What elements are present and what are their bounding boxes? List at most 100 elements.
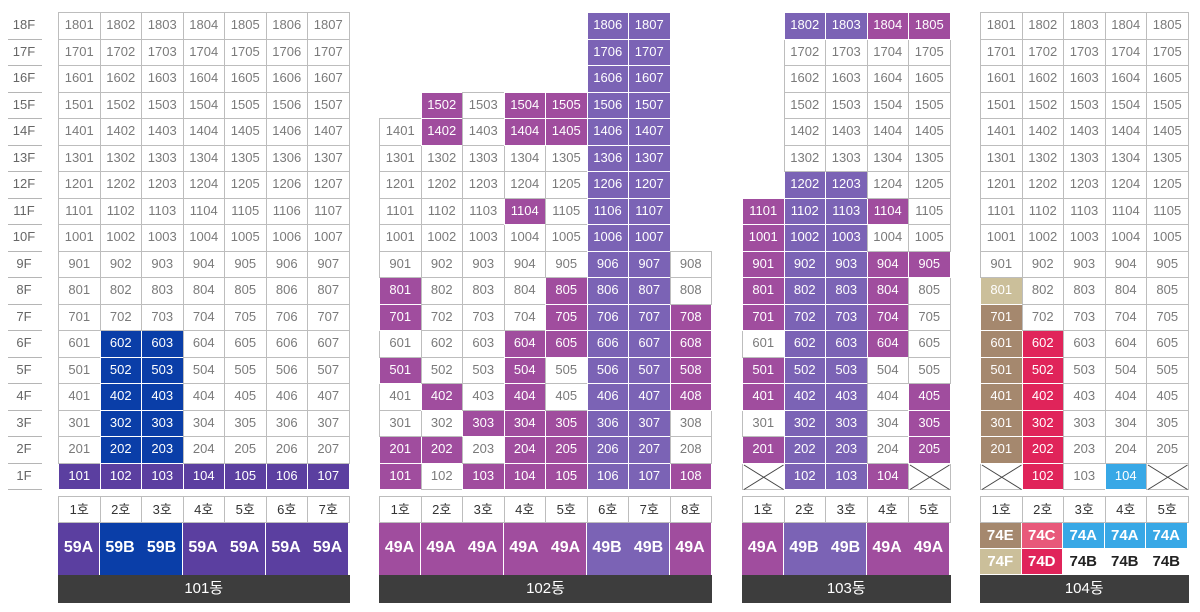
unit-cell: 803 <box>462 277 505 305</box>
line-number-label: 3호 <box>462 496 505 523</box>
unit-cell: 1105 <box>908 197 951 225</box>
unit-cell: 1003 <box>1063 224 1106 252</box>
unit-cell: 407 <box>307 383 350 411</box>
unit-cell: 802 <box>99 277 142 305</box>
unit-cell: 1703 <box>141 38 184 66</box>
unit-cell: 1503 <box>462 91 505 119</box>
floor-label-1f: 1F <box>16 467 32 483</box>
unit-cell: 1004 <box>866 224 909 252</box>
unit-cell: 101 <box>58 462 101 490</box>
unit-cell: 505 <box>1146 356 1189 384</box>
unit-cell: 1102 <box>1021 197 1064 225</box>
unit-cell: 1003 <box>141 224 184 252</box>
unit-cell: 1007 <box>307 224 350 252</box>
unit-cell: 101 <box>379 462 422 490</box>
unit-cell: 1705 <box>1146 38 1189 66</box>
unit-cell: 804 <box>182 277 225 305</box>
unit-cell: 805 <box>545 277 588 305</box>
unit-cell: 803 <box>825 277 868 305</box>
unit-cell: 1604 <box>1104 65 1147 93</box>
unit-cell: 207 <box>307 436 350 464</box>
unit-cell: 703 <box>1063 303 1106 331</box>
unit-cell: 1401 <box>379 118 422 146</box>
unit-cell: 204 <box>503 436 546 464</box>
unit-cell: 1407 <box>307 118 350 146</box>
unit-cell: 105 <box>545 462 588 490</box>
unit-cell: 901 <box>980 250 1023 278</box>
unit-cell: 402 <box>783 383 826 411</box>
floor-divider <box>8 356 42 358</box>
unit-cell: 1807 <box>628 12 671 40</box>
unit-cell: 102 <box>420 462 463 490</box>
unit-cell: 1806 <box>265 12 308 40</box>
floor-label-15f: 15F <box>12 96 36 112</box>
unit-cell: 603 <box>462 330 505 358</box>
unit-cell: 707 <box>628 303 671 331</box>
floor-label-16f: 16F <box>12 70 36 85</box>
unit-cell: 904 <box>1104 250 1147 278</box>
floor-divider <box>8 409 42 411</box>
unit-cell: 401 <box>742 383 785 411</box>
unit-cell: 405 <box>545 383 588 411</box>
unit-cell: 902 <box>1021 250 1064 278</box>
unit-cell: 1301 <box>379 144 422 172</box>
unit-cell: 703 <box>462 303 505 331</box>
unit-cell: 502 <box>99 356 142 384</box>
floor-divider <box>8 250 42 252</box>
unit-cell: 701 <box>980 303 1023 331</box>
unit-cell: 1007 <box>628 224 671 252</box>
unit-cell: 1106 <box>586 197 629 225</box>
unit-cell: 902 <box>783 250 826 278</box>
unit-cell: 605 <box>908 330 951 358</box>
unit-cell: 1102 <box>99 197 142 225</box>
unit-cell: 805 <box>908 277 951 305</box>
unit-cell: 601 <box>980 330 1023 358</box>
unit-cell: 1702 <box>99 38 142 66</box>
unit-cell: 204 <box>182 436 225 464</box>
unit-cell: 1604 <box>866 65 909 93</box>
unit-cell: 1205 <box>1146 171 1189 199</box>
unit-cell: 302 <box>783 409 826 437</box>
unit-cell: 1404 <box>866 118 909 146</box>
unit-cell: 601 <box>742 330 785 358</box>
unit-cell: 106 <box>586 462 629 490</box>
unit-cell: 504 <box>866 356 909 384</box>
unit-type-label: 74B <box>1104 549 1146 575</box>
unit-cell: 704 <box>503 303 546 331</box>
floor-divider <box>8 224 42 225</box>
line-number-label: 4호 <box>503 496 546 523</box>
unit-cell: 406 <box>265 383 308 411</box>
unit-cell: 1707 <box>307 38 350 66</box>
cross-mark-icon <box>1147 464 1188 490</box>
unit-cell: 1602 <box>99 65 142 93</box>
unit-cell: 803 <box>1063 277 1106 305</box>
unit-type-label: 49A <box>503 523 546 575</box>
unit-cell: 1505 <box>545 91 588 119</box>
unit-type-label: 59B <box>99 523 142 575</box>
unit-cell: 802 <box>1021 277 1064 305</box>
unavailable-unit-cell <box>908 462 951 490</box>
floor-label-6f: 6F <box>16 335 32 350</box>
line-number-label: 3호 <box>1063 496 1106 523</box>
unit-cell: 1706 <box>265 38 308 66</box>
unit-cell: 1402 <box>99 118 142 146</box>
unit-cell: 1807 <box>307 12 350 40</box>
unit-cell: 606 <box>586 330 629 358</box>
unit-cell: 1302 <box>783 144 826 172</box>
floor-divider <box>8 436 42 437</box>
unit-cell: 907 <box>307 250 350 278</box>
unit-cell: 802 <box>420 277 463 305</box>
unit-cell: 905 <box>908 250 951 278</box>
unit-cell: 602 <box>99 330 142 358</box>
unit-cell: 1507 <box>307 91 350 119</box>
unit-cell: 602 <box>783 330 826 358</box>
unit-cell: 807 <box>307 277 350 305</box>
unit-cell: 202 <box>99 436 142 464</box>
unit-cell: 1306 <box>586 144 629 172</box>
line-number-label: 5호 <box>545 496 588 523</box>
unit-cell: 705 <box>224 303 267 331</box>
unit-cell: 1203 <box>825 171 868 199</box>
cross-mark-icon <box>909 464 950 490</box>
unit-cell: 1002 <box>1021 224 1064 252</box>
unit-cell: 702 <box>1021 303 1064 331</box>
